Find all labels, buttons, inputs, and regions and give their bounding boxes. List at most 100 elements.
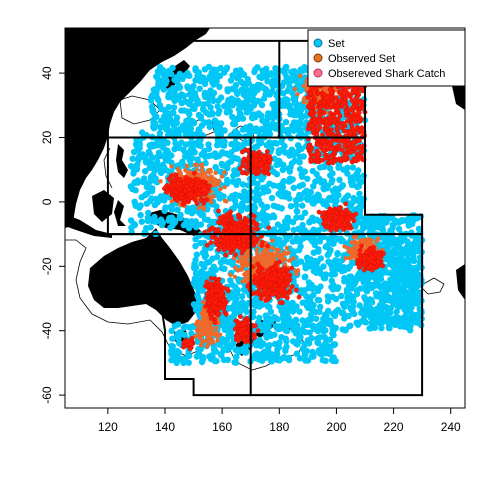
- set-point: [367, 305, 375, 313]
- set-point: [296, 159, 303, 166]
- set-point: [320, 263, 327, 270]
- set-point: [192, 236, 199, 243]
- set-point: [297, 166, 304, 173]
- set-point: [132, 187, 139, 194]
- set-point: [362, 284, 370, 291]
- set-point: [235, 99, 243, 106]
- set-point: [354, 321, 362, 328]
- set-point: [307, 188, 314, 196]
- shark-catch-point: [333, 158, 338, 163]
- set-point: [162, 80, 169, 87]
- set-point: [301, 189, 308, 196]
- set-point: [254, 180, 261, 187]
- set-point: [298, 171, 305, 178]
- set-point: [183, 150, 190, 157]
- set-point: [382, 268, 389, 275]
- set-point: [264, 78, 271, 85]
- shark-catch-point: [352, 89, 357, 95]
- set-point: [213, 66, 220, 74]
- set-point: [197, 113, 205, 120]
- set-point: [205, 63, 213, 71]
- set-point: [303, 195, 311, 202]
- set-point: [363, 298, 370, 305]
- shark-catch-point: [320, 132, 325, 138]
- shark-catch-point: [334, 125, 340, 131]
- shark-catch-point: [348, 121, 354, 127]
- shark-catch-point: [356, 90, 361, 96]
- observed-set-point: [201, 206, 207, 212]
- shark-catch-point: [315, 159, 321, 165]
- set-point: [408, 304, 415, 311]
- set-point: [186, 110, 193, 118]
- set-point: [172, 140, 179, 147]
- observed-set-point: [254, 251, 260, 256]
- set-point: [252, 113, 259, 121]
- set-point: [241, 102, 248, 109]
- observed-set-point: [251, 256, 256, 261]
- set-point: [308, 259, 315, 267]
- observed-set-point: [199, 164, 205, 170]
- set-point: [252, 338, 260, 346]
- set-point: [162, 75, 169, 83]
- set-point: [205, 152, 212, 160]
- observed-set-point: [205, 329, 210, 334]
- set-point: [304, 175, 311, 182]
- set-point: [262, 350, 269, 358]
- set-point: [312, 178, 319, 185]
- set-point: [285, 356, 293, 364]
- set-point: [305, 234, 312, 241]
- set-point: [297, 129, 305, 136]
- set-point: [296, 153, 303, 160]
- observed-set-point: [274, 247, 279, 253]
- set-point: [211, 357, 219, 365]
- set-point: [211, 122, 219, 129]
- set-point: [278, 193, 285, 200]
- set-point: [257, 82, 264, 89]
- set-point: [242, 86, 250, 93]
- set-point: [276, 237, 283, 244]
- set-point: [298, 214, 305, 221]
- set-point: [239, 141, 247, 149]
- set-point: [180, 92, 188, 100]
- set-point: [274, 221, 282, 228]
- set-point: [331, 341, 339, 348]
- set-point: [215, 110, 222, 117]
- set-point: [317, 283, 324, 290]
- set-point: [183, 217, 190, 225]
- set-point: [327, 321, 335, 328]
- set-point: [217, 259, 225, 266]
- set-point: [263, 70, 271, 77]
- set-point: [155, 149, 163, 156]
- set-point: [282, 149, 289, 156]
- observed-set-point: [239, 267, 244, 272]
- set-point: [168, 110, 175, 117]
- shark-catch-point: [312, 96, 318, 102]
- set-point: [157, 140, 165, 147]
- set-point: [150, 107, 157, 114]
- set-point: [238, 193, 246, 200]
- shark-catch-point: [328, 139, 334, 145]
- observed-set-point: [267, 257, 272, 262]
- set-point: [188, 210, 196, 217]
- observed-set-point: [291, 256, 296, 261]
- set-point: [194, 305, 201, 312]
- set-point: [216, 195, 223, 202]
- shark-catch-point: [323, 155, 329, 161]
- set-point: [406, 274, 413, 281]
- set-point: [330, 259, 337, 266]
- set-point: [321, 272, 328, 279]
- australia: [88, 228, 198, 326]
- set-point: [268, 315, 276, 322]
- set-point: [310, 349, 317, 357]
- set-point: [261, 205, 268, 212]
- set-point: [167, 203, 174, 211]
- set-point: [137, 211, 144, 219]
- set-point: [171, 146, 178, 153]
- set-point: [174, 206, 181, 214]
- set-point: [152, 88, 159, 95]
- set-point: [176, 82, 183, 90]
- set-point: [156, 197, 163, 204]
- set-point: [232, 283, 239, 291]
- set-point: [407, 265, 414, 273]
